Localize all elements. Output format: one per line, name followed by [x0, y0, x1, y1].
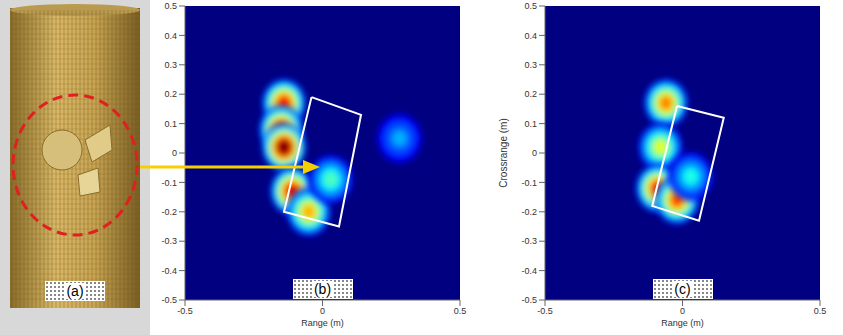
svg-text:0.5: 0.5: [524, 1, 537, 11]
svg-text:0: 0: [320, 306, 325, 316]
svg-text:0: 0: [680, 306, 685, 316]
svg-text:0.5: 0.5: [814, 306, 827, 316]
svg-text:-0.2: -0.2: [161, 207, 177, 217]
svg-text:0.3: 0.3: [524, 60, 537, 70]
svg-text:-0.4: -0.4: [521, 266, 537, 276]
svg-text:-0.3: -0.3: [521, 236, 537, 246]
svg-text:Crossrange (m): Crossrange (m): [498, 118, 509, 187]
svg-text:Range (m): Range (m): [301, 318, 344, 328]
svg-text:0.4: 0.4: [524, 31, 537, 41]
svg-text:-0.5: -0.5: [161, 295, 177, 305]
svg-text:-0.5: -0.5: [177, 306, 193, 316]
svg-text:Range (m): Range (m): [661, 318, 704, 328]
svg-text:0.1: 0.1: [524, 119, 537, 129]
html-text:(c): (c): [674, 281, 691, 297]
svg-text:0: 0: [532, 148, 537, 158]
svg-text:0: 0: [172, 148, 177, 158]
svg-text:-0.2: -0.2: [521, 207, 537, 217]
svg-text:0.1: 0.1: [164, 119, 177, 129]
svg-text:0.5: 0.5: [164, 1, 177, 11]
svg-text:-0.1: -0.1: [161, 178, 177, 188]
svg-text:-0.5: -0.5: [521, 295, 537, 305]
svg-text:0.4: 0.4: [164, 31, 177, 41]
svg-text:0.2: 0.2: [164, 89, 177, 99]
svg-text:0.2: 0.2: [524, 89, 537, 99]
svg-text:-0.5: -0.5: [537, 306, 553, 316]
svg-text:0.3: 0.3: [164, 60, 177, 70]
svg-text:0.5: 0.5: [454, 306, 467, 316]
svg-text:-0.1: -0.1: [521, 178, 537, 188]
html-text:(a): (a): [66, 283, 84, 299]
svg-text:-0.4: -0.4: [161, 266, 177, 276]
html-text:(b): (b): [313, 281, 332, 297]
svg-text:-0.3: -0.3: [161, 236, 177, 246]
